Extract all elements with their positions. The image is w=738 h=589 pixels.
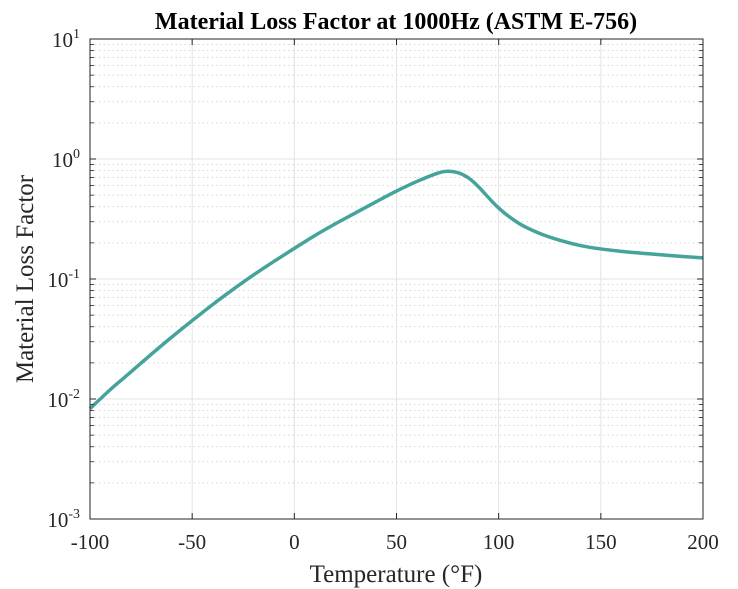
- y-tick-label: 101: [52, 27, 80, 52]
- x-tick-label: -50: [178, 530, 206, 554]
- series-layer: [88, 169, 704, 410]
- y-axis-label: Material Loss Factor: [12, 174, 39, 383]
- y-tick-labels: 10-3 10-2 10-1 100 101: [47, 27, 80, 532]
- y-tick-label: 10-1: [47, 267, 80, 292]
- x-tick-label: -100: [71, 530, 110, 554]
- x-axis-label: Temperature (°F): [310, 561, 483, 588]
- x-tick-label: 200: [687, 530, 719, 554]
- y-tick-label: 100: [52, 147, 80, 172]
- chart-title: Material Loss Factor at 1000Hz (ASTM E-7…: [155, 9, 637, 35]
- y-tick-label: 10-3: [47, 507, 80, 532]
- x-tick-labels: -100 -50 0 50 100 150 200: [71, 530, 719, 554]
- x-tick-label: 0: [289, 530, 300, 554]
- axis-ticks: [89, 38, 704, 520]
- x-tick-label: 50: [386, 530, 407, 554]
- loss-factor-series-line: [88, 169, 704, 410]
- x-tick-label: 100: [483, 530, 515, 554]
- major-grid: [90, 39, 703, 519]
- y-tick-label: 10-2: [47, 387, 80, 412]
- x-tick-label: 150: [585, 530, 617, 554]
